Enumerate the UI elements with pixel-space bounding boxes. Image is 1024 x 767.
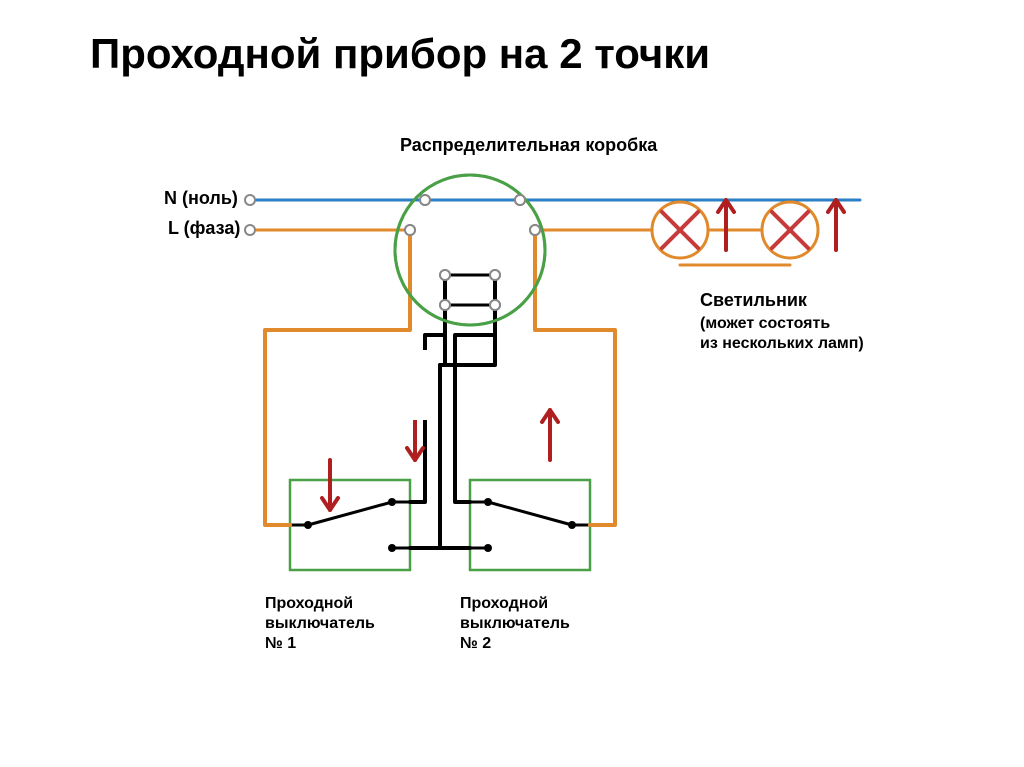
wiring-diagram <box>100 120 920 660</box>
diagram-title: Проходной прибор на 2 точки <box>90 30 710 78</box>
